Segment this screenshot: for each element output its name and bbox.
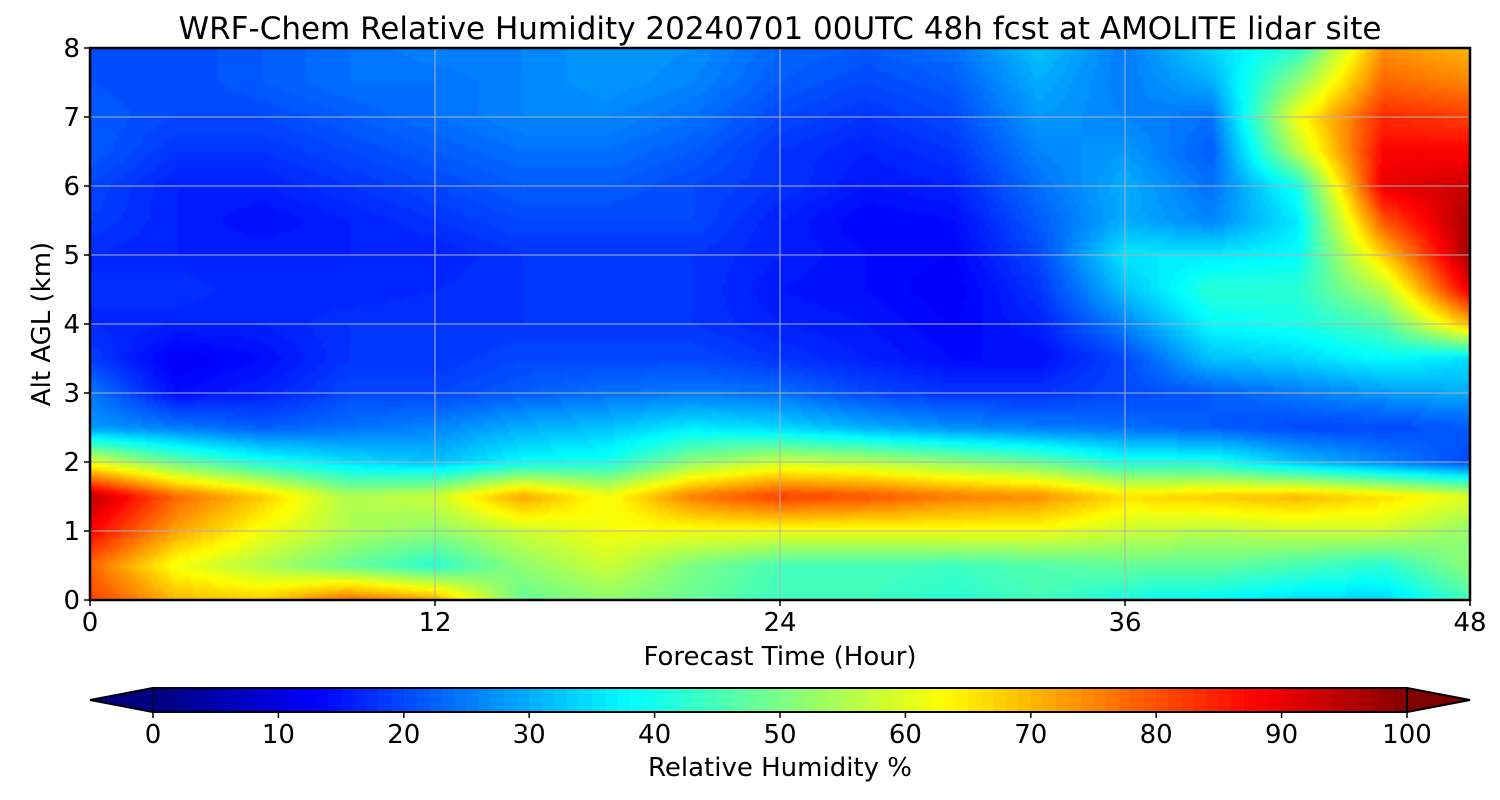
y-tick-label: 8 — [63, 34, 80, 64]
x-tick-label: 12 — [418, 608, 451, 638]
x-axis: 0 12 24 36 48 — [82, 600, 1487, 638]
y-tick-label: 5 — [63, 241, 80, 271]
colorbar: 0 10 20 30 40 50 60 70 80 90 100 — [89, 686, 1471, 750]
plot-area — [88, 46, 1472, 602]
x-tick-label: 48 — [1453, 608, 1486, 638]
x-tick-label: 0 — [82, 608, 99, 638]
y-tick-label: 7 — [63, 103, 80, 133]
colorbar-tick-label: 0 — [145, 720, 162, 750]
colorbar-lower-extension — [89, 686, 154, 714]
y-tick-label: 3 — [63, 379, 80, 409]
y-tick-label: 4 — [63, 310, 80, 340]
colorbar-label: Relative Humidity % — [648, 753, 912, 783]
y-tick-label: 1 — [63, 517, 80, 547]
y-axis: 0 1 2 3 4 5 6 7 8 — [63, 34, 90, 616]
colorbar-tick-label: 20 — [387, 720, 420, 750]
y-axis-label: Alt AGL (km) — [27, 242, 57, 406]
colorbar-ticks: 0 10 20 30 40 50 60 70 80 90 100 — [145, 712, 1432, 750]
x-tick-label: 36 — [1108, 608, 1141, 638]
colorbar-tick-label: 80 — [1140, 720, 1173, 750]
colorbar-tick-label: 30 — [513, 720, 546, 750]
colorbar-tick-label: 60 — [889, 720, 922, 750]
y-tick-label: 6 — [63, 172, 80, 202]
chart-title: WRF-Chem Relative Humidity 20240701 00UT… — [178, 11, 1381, 47]
colorbar-tick-label: 100 — [1382, 720, 1432, 750]
x-axis-label: Forecast Time (Hour) — [643, 642, 916, 672]
colorbar-body — [153, 688, 1407, 712]
y-tick-label: 2 — [63, 448, 80, 478]
colorbar-upper-extension — [1406, 686, 1471, 714]
colorbar-tick-label: 50 — [763, 720, 796, 750]
colorbar-tick-label: 70 — [1014, 720, 1047, 750]
y-tick-label: 0 — [63, 586, 80, 616]
colorbar-tick-label: 40 — [638, 720, 671, 750]
x-tick-label: 24 — [763, 608, 796, 638]
colorbar-tick-label: 10 — [262, 720, 295, 750]
colorbar-tick-label: 90 — [1265, 720, 1298, 750]
